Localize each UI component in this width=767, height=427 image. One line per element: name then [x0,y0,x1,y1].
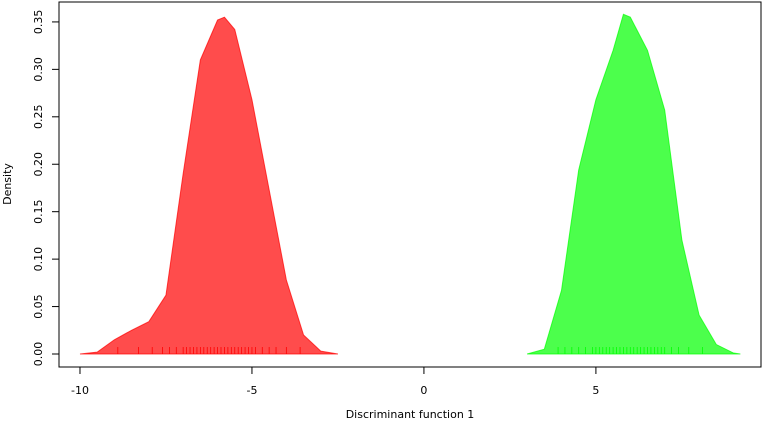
y-tick-label: 0.30 [32,57,45,82]
density-area [79,16,339,355]
y-tick-label: 0.05 [32,294,45,319]
y-tick-label: 0.20 [32,152,45,177]
y-tick-label: 0.25 [32,105,45,130]
y-tick-label: 0.15 [32,199,45,224]
y-tick-label: 0.00 [32,342,45,367]
y-tick-label: 0.35 [32,10,45,34]
x-tick-label: 5 [592,384,599,397]
x-tick-label: -5 [246,384,257,397]
x-tick-label: 0 [420,384,427,397]
density-area [526,13,741,355]
y-tick-label: 0.10 [32,247,45,272]
x-tick-label: -10 [71,384,89,397]
y-axis-label: Density [1,163,14,205]
x-axis-label: Discriminant function 1 [346,408,475,421]
